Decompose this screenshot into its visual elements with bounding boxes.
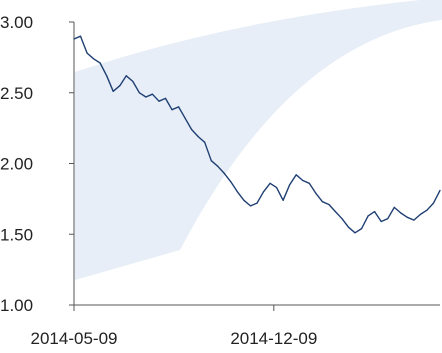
data-point: [217, 165, 219, 167]
data-point: [308, 182, 310, 184]
data-point: [86, 52, 88, 54]
y-tick-label: 2.50: [0, 84, 33, 103]
data-point: [374, 211, 376, 213]
data-point: [380, 220, 382, 223]
data-point: [328, 203, 330, 206]
data-point: [132, 80, 134, 83]
data-point: [334, 211, 337, 213]
data-point: [249, 205, 252, 207]
data-point: [262, 191, 265, 193]
data-point: [360, 227, 363, 230]
data-point: [106, 75, 108, 77]
data-point: [73, 38, 75, 40]
y-tick-label: 3.00: [0, 13, 33, 32]
data-point: [112, 90, 114, 92]
data-point: [295, 174, 297, 176]
data-point: [321, 201, 323, 203]
data-point: [367, 215, 369, 217]
data-point: [387, 218, 389, 220]
data-point: [230, 181, 232, 183]
data-point: [256, 202, 258, 204]
data-point: [177, 106, 180, 108]
data-point: [269, 182, 271, 184]
x-tick-label: 2014-12-09: [230, 329, 317, 348]
data-point: [138, 92, 140, 94]
data-point: [400, 212, 402, 214]
y-tick-label: 1.00: [0, 296, 33, 315]
data-point: [413, 219, 415, 221]
data-point: [426, 209, 428, 211]
data-point: [191, 128, 193, 131]
data-point: [99, 62, 101, 64]
data-point: [171, 109, 173, 111]
data-point: [164, 97, 167, 100]
data-point: [347, 226, 350, 228]
y-tick-label: 1.50: [0, 225, 33, 244]
data-point: [341, 218, 343, 220]
data-point: [236, 191, 238, 193]
data-point: [184, 117, 186, 119]
y-tick-label: 2.00: [0, 155, 33, 174]
data-point: [93, 58, 95, 60]
data-point: [79, 35, 82, 37]
data-point: [125, 75, 127, 77]
series-points: [73, 35, 441, 234]
data-point: [243, 199, 245, 201]
data-point: [439, 189, 441, 191]
data-point: [145, 96, 147, 98]
data-point: [197, 136, 199, 138]
data-point: [210, 160, 212, 162]
data-point: [432, 202, 435, 204]
background-swoosh: [75, 0, 442, 280]
data-point: [151, 93, 154, 95]
data-point: [354, 232, 356, 234]
data-point: [406, 216, 408, 218]
data-point: [276, 186, 278, 189]
data-point: [158, 100, 160, 102]
data-point: [302, 179, 304, 182]
data-point: [289, 184, 291, 186]
data-point: [119, 85, 121, 87]
data-point: [419, 213, 421, 216]
x-tick-label: 2014-05-09: [31, 329, 118, 348]
data-point: [223, 172, 225, 175]
data-point: [393, 206, 395, 208]
data-point: [315, 192, 317, 194]
data-point: [204, 141, 206, 143]
data-point: [282, 199, 284, 201]
